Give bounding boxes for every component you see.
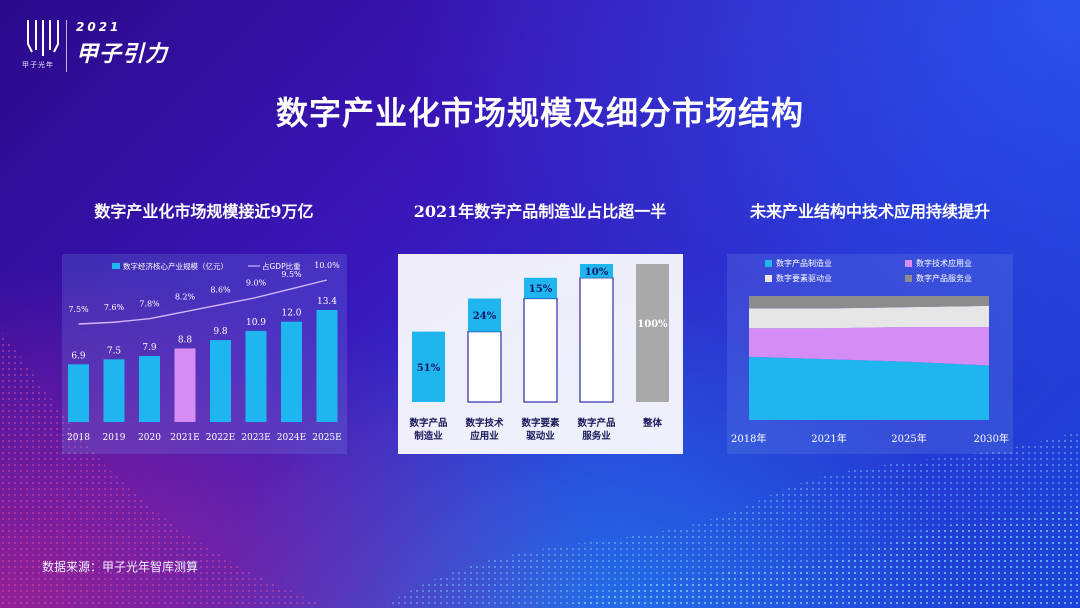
area-series-0 <box>749 356 989 420</box>
x-tick-label: 数字产品 <box>408 417 447 429</box>
x-tick-label: 2018 <box>67 433 90 443</box>
line-value-label: 8.6% <box>210 286 231 295</box>
bar-base-outline <box>467 331 502 403</box>
x-tick-label: 2025年 <box>891 432 926 445</box>
line-value-label: 10.0% <box>314 261 340 270</box>
segment-share-chart: 51%数字产品制造业24%数字技术应用业15%数字要素驱动业10%数字产品服务业… <box>408 264 669 442</box>
chart1-panel: 数字经济核心产业规模（亿元） 占GDP比重 6.9 2018 7.5% 7.5 2019 7.… <box>62 254 347 454</box>
chart2-title: 2021年数字产品制造业占比超一半 <box>413 202 667 221</box>
brand-name: 甲子引力 <box>76 42 169 67</box>
bar-2019 <box>103 359 125 422</box>
bar-value-label: 10.9 <box>246 318 266 328</box>
x-tick-label: 2019 <box>103 433 126 443</box>
bar-value-label: 9.8 <box>213 327 228 337</box>
legend-swatch <box>905 275 912 282</box>
brand-mark-icon <box>27 20 59 56</box>
bar-value-label: 100% <box>637 319 668 330</box>
area-series-1 <box>749 327 989 366</box>
bar-segment <box>580 264 613 278</box>
bar-value-label: 7.5 <box>107 346 122 356</box>
x-tick-label: 2030年 <box>974 432 1009 445</box>
x-tick-label: 2024E <box>277 433 306 443</box>
legend-label-bars: 数字经济核心产业规模（亿元） <box>123 261 228 271</box>
bar-2021E <box>174 348 196 422</box>
legend-label-line: 占GDP比重 <box>262 261 301 271</box>
bar-2018 <box>68 364 89 422</box>
logo-divider <box>66 20 67 72</box>
bar-value-label: 15% <box>529 284 553 295</box>
x-tick-label: 数字产品 <box>576 417 615 429</box>
line-value-label: 7.8% <box>139 300 160 309</box>
bar-segment <box>468 298 501 332</box>
brand-subtitle: 甲子光年 <box>22 61 54 69</box>
legend-label: 数字产品制造业 <box>776 258 832 268</box>
bar-base-outline <box>579 277 614 403</box>
legend-swatch <box>765 275 772 282</box>
area-series-2 <box>749 305 989 329</box>
bar-value-label: 10% <box>585 267 609 278</box>
bar-base-outline <box>523 297 558 403</box>
bar-value-label: 13.4 <box>317 297 337 307</box>
legend-label: 数字技术应用业 <box>916 258 972 268</box>
line-value-label: 7.6% <box>104 303 125 312</box>
bar-2024E <box>281 321 302 422</box>
legend-label: 数字要素驱动业 <box>776 273 832 283</box>
area-series-3 <box>749 296 989 309</box>
x-tick-label: 数字要素 <box>520 417 560 429</box>
bar-segment <box>412 331 445 402</box>
bar-value-label: 12.0 <box>281 309 301 319</box>
legend-label: 数字产品服务业 <box>916 273 972 283</box>
bar-value-label: 24% <box>473 311 497 322</box>
brand-year: 2021 <box>76 20 122 34</box>
chart1-title: 数字产业化市场规模接近9万亿 <box>94 202 314 221</box>
brand-logo: 甲子光年 2021 甲子引力 <box>22 18 172 76</box>
market-size-chart: 数字经济核心产业规模（亿元） 占GDP比重 6.9 2018 7.5% 7.5 2019 7.… <box>67 261 342 443</box>
bar-value-label: 7.9 <box>142 343 157 353</box>
x-tick-label: 2021年 <box>811 432 846 445</box>
line-value-label: 9.0% <box>246 279 267 288</box>
gdp-share-line <box>78 279 328 325</box>
x-tick-label: 制造业 <box>414 430 443 442</box>
chart2-panel: 51% 数字产品 制造业 24% 数字技术 应用业 15% 数字要素 驱动业 10% 数字产品 服务业… <box>398 254 683 454</box>
bar-value-label: 8.8 <box>178 335 193 345</box>
x-tick-label: 应用业 <box>470 430 499 442</box>
x-tick-label: 数字技术 <box>464 417 504 429</box>
bar-2022E <box>210 340 231 422</box>
x-tick-label: 2018年 <box>731 432 766 445</box>
bar-2023E <box>245 330 267 422</box>
x-tick-label: 整体 <box>642 417 663 429</box>
bar-value-label: 6.9 <box>71 351 86 361</box>
bar-2020 <box>139 355 160 422</box>
x-tick-label: 2021E <box>170 433 199 443</box>
legend-swatch-bars <box>112 263 120 269</box>
bar-total <box>636 264 669 402</box>
chart3-title: 未来产业结构中技术应用持续提升 <box>749 202 990 221</box>
bar-segment <box>524 277 557 299</box>
line-value-label: 8.2% <box>175 293 196 302</box>
page-title: 数字产业化市场规模及细分市场结构 <box>275 94 804 132</box>
x-tick-label: 2023E <box>241 433 270 443</box>
x-tick-label: 2020 <box>138 433 161 443</box>
x-tick-label: 驱动业 <box>526 430 555 442</box>
x-tick-label: 2025E <box>312 433 341 443</box>
legend-swatch <box>905 260 912 267</box>
x-tick-label: 2022E <box>206 433 235 443</box>
line-value-label: 7.5% <box>68 305 89 314</box>
bar-value-label: 51% <box>417 363 441 374</box>
line-value-label: 9.5% <box>281 270 302 279</box>
chart3-panel: 数字产品制造业 数字技术应用业数字要素驱动业 数字产品服务业 2018年 2021年 20… <box>727 254 1013 454</box>
data-source-note: 数据来源：甲子光年智库测算 <box>42 560 199 574</box>
legend-swatch <box>765 260 772 267</box>
bar-2025E <box>316 310 338 422</box>
x-tick-label: 服务业 <box>582 430 611 442</box>
